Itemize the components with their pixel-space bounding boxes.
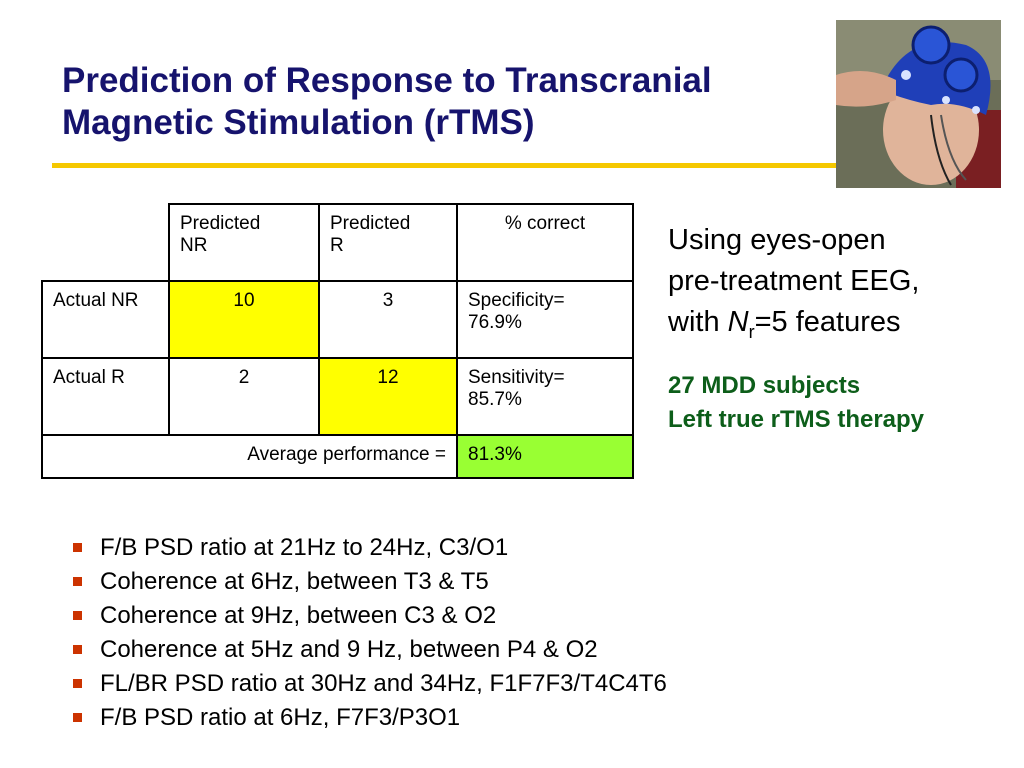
- cell-nr-predicted-nr: 10: [168, 280, 320, 359]
- side-line-3-prefix: with: [668, 306, 728, 338]
- sensitivity-value: 85.7%: [468, 389, 522, 410]
- bullet-text: Coherence at 5Hz and 9 Hz, between P4 & …: [100, 636, 598, 663]
- row-label-actual-nr: Actual NR: [41, 280, 170, 359]
- row-label-actual-r: Actual R: [41, 357, 170, 436]
- table-row-average: Average performance = 81.3%: [41, 434, 634, 479]
- side-line-2: pre-treatment EEG,: [668, 265, 920, 297]
- table-row-actual-nr: Actual NR 10 3 Specificity= 76.9%: [41, 280, 634, 359]
- list-item: Coherence at 9Hz, between C3 & O2: [70, 599, 667, 633]
- bullet-text: Coherence at 9Hz, between C3 & O2: [100, 602, 497, 629]
- subject-count: 27 MDD subjects: [668, 371, 861, 399]
- table-row-actual-r: Actual R 2 12 Sensitivity= 85.7%: [41, 357, 634, 436]
- side-main-text: Using eyes-open pre-treatment EEG, with …: [668, 220, 998, 353]
- subject-info: 27 MDD subjects Left true rTMS therapy: [668, 369, 998, 437]
- eeg-cap-photo-icon: [836, 20, 1001, 188]
- bullet-square-icon: [73, 713, 82, 722]
- feature-bullet-list: F/B PSD ratio at 21Hz to 24Hz, C3/O1 Coh…: [70, 531, 667, 735]
- side-description: Using eyes-open pre-treatment EEG, with …: [668, 220, 998, 437]
- side-line-3-suffix: =5 features: [754, 306, 901, 338]
- table-corner-cell: [42, 204, 170, 282]
- bullet-text: F/B PSD ratio at 6Hz, F7F3/P3O1: [100, 704, 461, 731]
- average-performance-value: 81.3%: [456, 434, 634, 479]
- bullet-text: Coherence at 6Hz, between T3 & T5: [100, 568, 489, 595]
- sensitivity-label: Sensitivity=: [468, 367, 565, 388]
- bullet-square-icon: [73, 611, 82, 620]
- header-predicted-r: Predicted R: [318, 203, 458, 282]
- slide-title-line-1: Prediction of Response to Transcranial: [62, 61, 712, 100]
- slide-title: Prediction of Response to Transcranial M…: [62, 60, 822, 144]
- list-item: Coherence at 5Hz and 9 Hz, between P4 & …: [70, 633, 667, 667]
- specificity-value: 76.9%: [468, 312, 522, 333]
- cell-r-predicted-r: 12: [318, 357, 458, 436]
- header-predicted-r-line2: R: [330, 235, 344, 256]
- bullet-square-icon: [73, 543, 82, 552]
- average-performance-label: Average performance =: [41, 434, 458, 479]
- header-predicted-nr-line2: NR: [180, 235, 208, 256]
- bullet-square-icon: [73, 679, 82, 688]
- title-underline: [52, 163, 838, 168]
- header-predicted-nr: Predicted NR: [168, 203, 320, 282]
- table-header-row: Predicted NR Predicted R % correct: [42, 203, 634, 282]
- side-line-1: Using eyes-open: [668, 224, 886, 256]
- confusion-matrix-table: Predicted NR Predicted R % correct Actual …: [41, 203, 634, 479]
- bullet-text: F/B PSD ratio at 21Hz to 24Hz, C3/O1: [100, 534, 509, 561]
- header-predicted-r-line1: Predicted: [330, 213, 411, 234]
- bullet-square-icon: [73, 577, 82, 586]
- specificity-label: Specificity=: [468, 290, 565, 311]
- n-symbol: N: [727, 306, 749, 338]
- header-percent-correct: % correct: [456, 203, 634, 282]
- header-predicted-nr-line1: Predicted: [180, 213, 261, 234]
- list-item: F/B PSD ratio at 6Hz, F7F3/P3O1: [70, 701, 667, 735]
- cell-r-predicted-nr: 2: [168, 357, 320, 436]
- cell-sensitivity: Sensitivity= 85.7%: [456, 357, 634, 436]
- cell-nr-predicted-r: 3: [318, 280, 458, 359]
- list-item: F/B PSD ratio at 21Hz to 24Hz, C3/O1: [70, 531, 667, 565]
- bullet-square-icon: [73, 645, 82, 654]
- side-line-3: with Nr=5 features: [668, 302, 998, 353]
- list-item: Coherence at 6Hz, between T3 & T5: [70, 565, 667, 599]
- slide-title-line-2: Magnetic Stimulation (rTMS): [62, 103, 535, 142]
- cell-specificity: Specificity= 76.9%: [456, 280, 634, 359]
- list-item: FL/BR PSD ratio at 30Hz and 34Hz, F1F7F3…: [70, 667, 667, 701]
- bullet-text: FL/BR PSD ratio at 30Hz and 34Hz, F1F7F3…: [100, 670, 667, 697]
- therapy-type: Left true rTMS therapy: [668, 405, 925, 433]
- n-subscript: r: [748, 321, 755, 342]
